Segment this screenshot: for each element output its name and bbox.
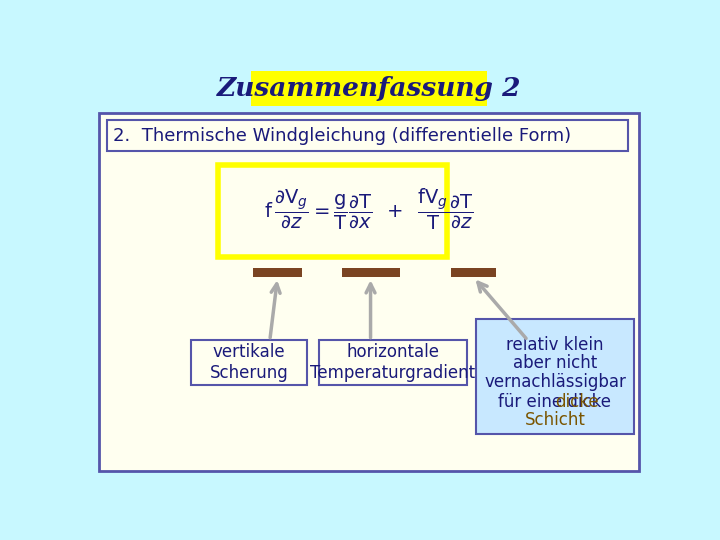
Text: für eine dicke: für eine dicke xyxy=(498,393,611,411)
Text: horizontale
Temperaturgradient: horizontale Temperaturgradient xyxy=(310,343,476,382)
FancyBboxPatch shape xyxy=(319,340,467,385)
Text: vertikale
Scherung: vertikale Scherung xyxy=(210,343,288,382)
Text: $\mathrm{f}\,\dfrac{\partial \mathrm{V}_g}{\partial z} = \dfrac{\mathrm{g}}{\mat: $\mathrm{f}\,\dfrac{\partial \mathrm{V}_… xyxy=(264,187,474,232)
Bar xyxy=(451,268,496,278)
FancyBboxPatch shape xyxy=(476,319,634,434)
FancyBboxPatch shape xyxy=(107,120,628,151)
FancyBboxPatch shape xyxy=(99,112,639,470)
Bar xyxy=(342,268,400,278)
FancyBboxPatch shape xyxy=(218,165,446,257)
Bar xyxy=(253,268,302,278)
Text: Schicht: Schicht xyxy=(525,411,585,429)
Text: Zusammenfassung 2: Zusammenfassung 2 xyxy=(217,76,521,101)
Text: aber nicht: aber nicht xyxy=(513,354,597,372)
Text: dicke: dicke xyxy=(555,393,598,411)
Text: vernachlässigbar: vernachlässigbar xyxy=(484,373,626,391)
FancyBboxPatch shape xyxy=(191,340,307,385)
Text: relativ klein: relativ klein xyxy=(506,336,604,354)
FancyBboxPatch shape xyxy=(251,71,487,106)
Text: 2.  Thermische Windgleichung (differentielle Form): 2. Thermische Windgleichung (differentie… xyxy=(113,127,572,145)
